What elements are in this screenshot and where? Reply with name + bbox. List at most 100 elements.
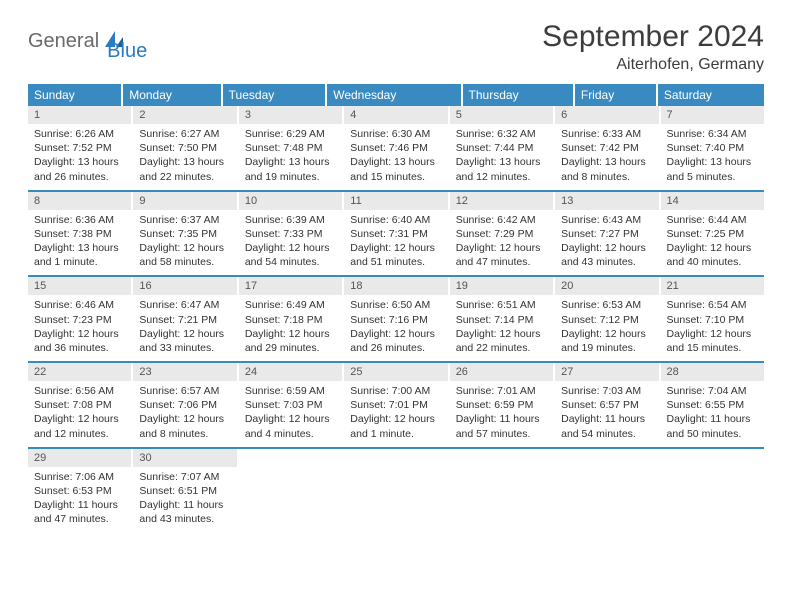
day-number-cell: 18 <box>343 276 448 295</box>
sunrise-text: Sunrise: 6:40 AM <box>350 213 441 227</box>
day-number-cell: 8 <box>28 191 132 210</box>
day-content-cell: Sunrise: 6:50 AMSunset: 7:16 PMDaylight:… <box>343 295 448 362</box>
daylight-text: Daylight: 13 hours and 8 minutes. <box>561 155 652 183</box>
sunrise-text: Sunrise: 6:29 AM <box>245 127 336 141</box>
day-number-cell: 11 <box>343 191 448 210</box>
day-number-cell: 10 <box>238 191 343 210</box>
day-content-row: Sunrise: 6:36 AMSunset: 7:38 PMDaylight:… <box>28 210 764 277</box>
day-number-cell: 13 <box>554 191 659 210</box>
day-number-cell: 25 <box>343 362 448 381</box>
sunrise-text: Sunrise: 6:59 AM <box>245 384 336 398</box>
daylight-text: Daylight: 12 hours and 12 minutes. <box>34 412 125 440</box>
sunrise-text: Sunrise: 7:03 AM <box>561 384 652 398</box>
calendar-table: Sunday Monday Tuesday Wednesday Thursday… <box>28 84 764 106</box>
day-content-cell: Sunrise: 6:34 AMSunset: 7:40 PMDaylight:… <box>660 124 764 191</box>
sunset-text: Sunset: 7:42 PM <box>561 141 652 155</box>
weekday-header: Wednesday <box>326 84 461 106</box>
daylight-text: Daylight: 12 hours and 26 minutes. <box>350 327 441 355</box>
day-content-cell <box>343 467 448 533</box>
sunrise-text: Sunrise: 7:04 AM <box>667 384 758 398</box>
daylight-text: Daylight: 12 hours and 29 minutes. <box>245 327 336 355</box>
weekday-header: Thursday <box>462 84 574 106</box>
day-content-cell: Sunrise: 6:43 AMSunset: 7:27 PMDaylight:… <box>554 210 659 277</box>
day-content-row: Sunrise: 6:56 AMSunset: 7:08 PMDaylight:… <box>28 381 764 448</box>
sunset-text: Sunset: 7:01 PM <box>350 398 441 412</box>
day-number-row: 22232425262728 <box>28 362 764 381</box>
day-number-cell: 16 <box>132 276 237 295</box>
day-number-cell: 23 <box>132 362 237 381</box>
day-number-cell: 22 <box>28 362 132 381</box>
day-content-cell: Sunrise: 6:59 AMSunset: 7:03 PMDaylight:… <box>238 381 343 448</box>
sunrise-text: Sunrise: 6:49 AM <box>245 298 336 312</box>
day-number-cell: 2 <box>132 106 237 124</box>
sunrise-text: Sunrise: 6:50 AM <box>350 298 441 312</box>
day-content-cell: Sunrise: 6:47 AMSunset: 7:21 PMDaylight:… <box>132 295 237 362</box>
weekday-header: Tuesday <box>222 84 327 106</box>
sunrise-text: Sunrise: 6:27 AM <box>139 127 230 141</box>
day-content-row: Sunrise: 7:06 AMSunset: 6:53 PMDaylight:… <box>28 467 764 533</box>
sunrise-text: Sunrise: 6:30 AM <box>350 127 441 141</box>
daylight-text: Daylight: 12 hours and 43 minutes. <box>561 241 652 269</box>
daylight-text: Daylight: 12 hours and 22 minutes. <box>456 327 547 355</box>
day-number-cell: 15 <box>28 276 132 295</box>
day-content-cell: Sunrise: 6:39 AMSunset: 7:33 PMDaylight:… <box>238 210 343 277</box>
sunrise-text: Sunrise: 7:07 AM <box>139 470 230 484</box>
daylight-text: Daylight: 12 hours and 36 minutes. <box>34 327 125 355</box>
daylight-text: Daylight: 12 hours and 1 minute. <box>350 412 441 440</box>
daylight-text: Daylight: 13 hours and 1 minute. <box>34 241 125 269</box>
day-content-cell <box>449 467 554 533</box>
daylight-text: Daylight: 13 hours and 15 minutes. <box>350 155 441 183</box>
daylight-text: Daylight: 12 hours and 8 minutes. <box>139 412 230 440</box>
sunset-text: Sunset: 7:31 PM <box>350 227 441 241</box>
day-number-row: 2930 <box>28 448 764 467</box>
day-content-cell: Sunrise: 6:44 AMSunset: 7:25 PMDaylight:… <box>660 210 764 277</box>
day-content-cell: Sunrise: 7:04 AMSunset: 6:55 PMDaylight:… <box>660 381 764 448</box>
sunset-text: Sunset: 7:10 PM <box>667 313 758 327</box>
daylight-text: Daylight: 12 hours and 15 minutes. <box>667 327 758 355</box>
location-subtitle: Aiterhofen, Germany <box>542 56 764 74</box>
sunrise-text: Sunrise: 6:43 AM <box>561 213 652 227</box>
daylight-text: Daylight: 13 hours and 19 minutes. <box>245 155 336 183</box>
sunrise-text: Sunrise: 6:44 AM <box>667 213 758 227</box>
sunrise-text: Sunrise: 6:47 AM <box>139 298 230 312</box>
day-number-cell <box>449 448 554 467</box>
sunset-text: Sunset: 6:51 PM <box>139 484 230 498</box>
day-number-cell: 21 <box>660 276 764 295</box>
day-content-cell <box>238 467 343 533</box>
day-number-cell: 6 <box>554 106 659 124</box>
day-number-row: 891011121314 <box>28 191 764 210</box>
day-number-row: 1234567 <box>28 106 764 124</box>
day-content-cell: Sunrise: 6:42 AMSunset: 7:29 PMDaylight:… <box>449 210 554 277</box>
weekday-header: Friday <box>574 84 657 106</box>
daylight-text: Daylight: 12 hours and 54 minutes. <box>245 241 336 269</box>
day-number-cell: 12 <box>449 191 554 210</box>
daylight-text: Daylight: 12 hours and 40 minutes. <box>667 241 758 269</box>
logo: General Blue <box>28 20 147 63</box>
day-number-cell: 9 <box>132 191 237 210</box>
daylight-text: Daylight: 12 hours and 33 minutes. <box>139 327 230 355</box>
day-content-cell: Sunrise: 6:37 AMSunset: 7:35 PMDaylight:… <box>132 210 237 277</box>
day-content-cell: Sunrise: 6:40 AMSunset: 7:31 PMDaylight:… <box>343 210 448 277</box>
sunrise-text: Sunrise: 6:34 AM <box>667 127 758 141</box>
sunset-text: Sunset: 6:55 PM <box>667 398 758 412</box>
sunset-text: Sunset: 6:53 PM <box>34 484 125 498</box>
day-content-cell: Sunrise: 7:01 AMSunset: 6:59 PMDaylight:… <box>449 381 554 448</box>
day-content-cell: Sunrise: 6:26 AMSunset: 7:52 PMDaylight:… <box>28 124 132 191</box>
day-number-cell <box>554 448 659 467</box>
sunset-text: Sunset: 7:48 PM <box>245 141 336 155</box>
weekday-header-row: Sunday Monday Tuesday Wednesday Thursday… <box>28 84 764 106</box>
day-number-cell: 26 <box>449 362 554 381</box>
day-content-row: Sunrise: 6:26 AMSunset: 7:52 PMDaylight:… <box>28 124 764 191</box>
day-content-cell: Sunrise: 6:27 AMSunset: 7:50 PMDaylight:… <box>132 124 237 191</box>
sunset-text: Sunset: 7:25 PM <box>667 227 758 241</box>
day-content-cell: Sunrise: 6:29 AMSunset: 7:48 PMDaylight:… <box>238 124 343 191</box>
sunset-text: Sunset: 7:50 PM <box>139 141 230 155</box>
sunset-text: Sunset: 7:52 PM <box>34 141 125 155</box>
day-number-cell <box>343 448 448 467</box>
daylight-text: Daylight: 12 hours and 51 minutes. <box>350 241 441 269</box>
day-number-cell: 27 <box>554 362 659 381</box>
sunset-text: Sunset: 7:12 PM <box>561 313 652 327</box>
daylight-text: Daylight: 11 hours and 47 minutes. <box>34 498 125 526</box>
sunset-text: Sunset: 7:35 PM <box>139 227 230 241</box>
sunrise-text: Sunrise: 6:37 AM <box>139 213 230 227</box>
